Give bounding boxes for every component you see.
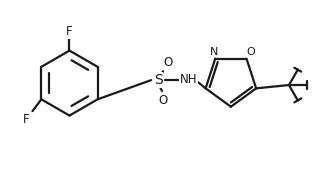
Text: NH: NH: [180, 73, 197, 86]
Text: O: O: [246, 47, 255, 57]
Text: N: N: [210, 47, 218, 57]
Text: F: F: [23, 112, 30, 125]
Text: O: O: [158, 94, 167, 107]
Text: O: O: [163, 56, 173, 69]
Text: F: F: [66, 25, 73, 38]
Text: S: S: [154, 73, 162, 87]
